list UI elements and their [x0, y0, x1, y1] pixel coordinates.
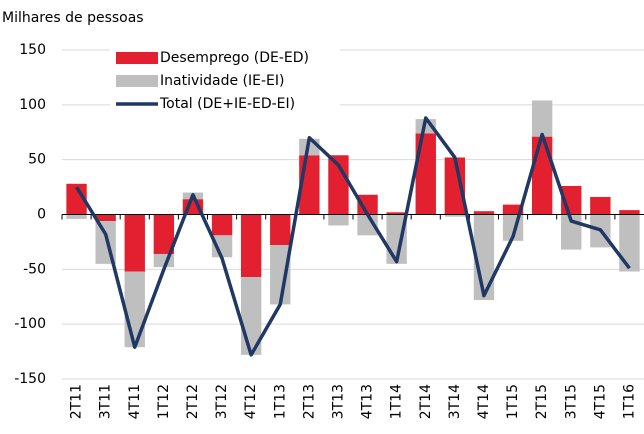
- bar: [270, 214, 291, 246]
- y-tick-label: 0: [37, 207, 46, 223]
- bar: [444, 157, 466, 215]
- x-tick-label: 4T13: [360, 384, 376, 419]
- bar: [66, 183, 87, 215]
- x-tick-label: 3T11: [98, 384, 114, 419]
- x-tick-label: 4T14: [476, 384, 492, 419]
- bar: [211, 235, 233, 258]
- x-tick-label: 1T15: [505, 384, 521, 419]
- x-tick-label: 1T16: [621, 384, 637, 419]
- bar: [240, 214, 262, 278]
- bar: [211, 214, 233, 236]
- x-tick-label: 3T15: [563, 384, 579, 419]
- bar: [66, 214, 87, 219]
- bar: [531, 100, 553, 137]
- y-tick-label: -50: [23, 261, 46, 277]
- bar: [619, 210, 640, 215]
- x-tick-label: 4T11: [127, 384, 143, 419]
- legend-swatch: [116, 75, 158, 87]
- bar: [270, 245, 291, 305]
- bar: [124, 214, 145, 272]
- x-tick-label: 1T13: [272, 384, 288, 419]
- x-tick-label: 2T12: [185, 384, 201, 419]
- bar: [531, 136, 553, 215]
- y-tick-label: 150: [19, 42, 46, 58]
- bar: [444, 214, 466, 217]
- bar: [328, 155, 349, 215]
- x-tick-label: 2T15: [534, 384, 550, 419]
- y-tick-label: 100: [19, 97, 46, 113]
- y-tick-label: -150: [14, 371, 46, 387]
- x-tick-label: 2T13: [301, 384, 317, 419]
- bar: [415, 133, 436, 215]
- x-tick-label: 3T14: [447, 384, 463, 419]
- legend-swatch: [116, 52, 158, 64]
- x-tick-label: 4T12: [243, 384, 259, 419]
- y-tick-label: 50: [28, 152, 46, 168]
- legend-label: Total (DE+IE-ED-EI): [159, 96, 295, 112]
- x-tick-label: 2T11: [69, 384, 85, 419]
- legend-label: Inatividade (IE-EI): [160, 73, 284, 89]
- x-tick-label: 2T14: [418, 384, 434, 419]
- bar: [357, 194, 378, 215]
- bar: [124, 271, 145, 348]
- bar: [502, 204, 524, 215]
- x-tick-label: 3T13: [330, 384, 346, 419]
- bar: [619, 214, 640, 272]
- bar: [590, 196, 611, 215]
- y-tick-label: -100: [14, 316, 46, 332]
- bar: [473, 211, 495, 215]
- x-tick-label: 1T12: [156, 384, 172, 419]
- bar: [328, 214, 349, 226]
- y-axis-title: Milhares de pessoas: [2, 10, 144, 26]
- legend-label: Desemprego (DE-ED): [160, 50, 309, 66]
- bar: [153, 214, 175, 254]
- x-tick-label: 4T15: [592, 384, 608, 419]
- bar: [386, 212, 407, 215]
- bar: [95, 214, 116, 222]
- line: [75, 116, 631, 357]
- x-tick-label: 3T12: [214, 384, 230, 419]
- x-tick-label: 1T14: [389, 384, 405, 419]
